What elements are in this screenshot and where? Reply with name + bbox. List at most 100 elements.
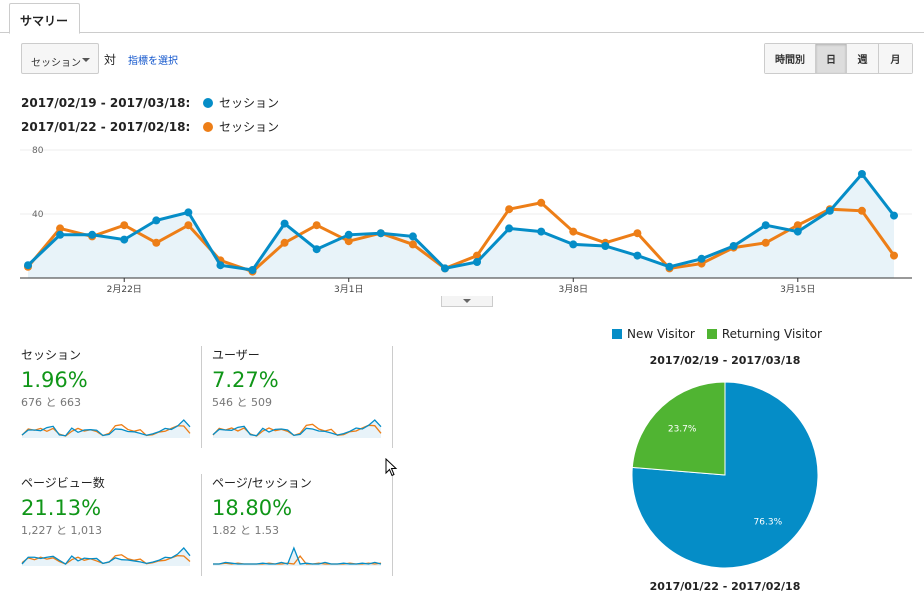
data-point (56, 224, 65, 233)
metric-title: ページビュー数 (21, 476, 105, 490)
period-hourly-button[interactable]: 時間別 (765, 44, 815, 73)
data-point (408, 232, 417, 241)
data-point (697, 254, 706, 263)
sparkline-area (22, 548, 190, 566)
data-point (473, 258, 482, 266)
card-divider (201, 474, 202, 576)
data-point (344, 237, 353, 246)
x-tick-label: 2月22日 (107, 284, 142, 295)
legend-swatch (612, 329, 622, 339)
card-divider (392, 346, 393, 448)
data-point (280, 219, 289, 228)
data-point (184, 221, 193, 230)
data-point (665, 262, 674, 271)
chevron-down-icon (82, 58, 90, 62)
data-point (793, 227, 802, 236)
x-tick-label: 3月15日 (780, 284, 815, 295)
series-line (26, 171, 896, 272)
data-point (761, 221, 770, 230)
data-point (312, 221, 321, 230)
sparkline-area (22, 420, 190, 438)
data-point (825, 206, 834, 215)
data-point (280, 238, 289, 247)
data-point (505, 224, 514, 233)
y-tick-label: 80 (32, 146, 44, 156)
data-point (440, 264, 449, 273)
data-point (120, 235, 129, 244)
period-month-button[interactable]: 月 (878, 44, 912, 73)
sparkline-area (213, 420, 381, 438)
data-point (408, 240, 417, 249)
pie-slice-label: 23.7% (668, 424, 697, 434)
sparkline (213, 546, 382, 566)
sparkline-current (212, 419, 382, 437)
data-point (537, 198, 546, 207)
data-point (729, 242, 738, 250)
legend-previous: 2017/01/22 - 2017/02/18: セッション (21, 118, 279, 135)
data-point (890, 211, 898, 220)
chart-resize-handle[interactable] (441, 296, 493, 307)
pie-slice (631, 381, 726, 476)
mouse-cursor-icon (385, 458, 398, 477)
metric-card-users[interactable]: ユーザー 7.27% 546 と 509 (212, 346, 392, 456)
data-point (569, 240, 578, 249)
metric-card-sessions[interactable]: セッション 1.96% 676 と 663 (21, 346, 201, 456)
data-point (216, 261, 225, 270)
period-toggle: 時間別 日 週 月 (764, 43, 913, 74)
data-point (857, 206, 866, 215)
x-tick-label: 3月1日 (334, 284, 363, 295)
period-week-button[interactable]: 週 (846, 44, 878, 73)
data-point (88, 230, 97, 239)
sparkline-current (21, 547, 191, 565)
data-point (601, 242, 610, 250)
legend-metric: セッション (219, 120, 280, 134)
metric-change: 18.80% (212, 496, 293, 520)
data-point (505, 205, 514, 214)
data-point (633, 251, 642, 260)
metric-select[interactable]: セッション (21, 43, 99, 74)
legend-returning-visitor: Returning Visitor (721, 327, 822, 341)
metric-comparison: 676 と 663 (21, 396, 81, 409)
visitor-pie-chart: 76.3% 23.7% (631, 381, 819, 569)
x-tick-label: 3月8日 (559, 284, 588, 295)
choose-metric-link[interactable]: 指標を選択 (128, 56, 178, 67)
legend-new-visitor: New Visitor (627, 327, 695, 341)
pie-legend: New Visitor Returning Visitor (612, 327, 822, 341)
pie-slice (631, 381, 819, 569)
data-point (633, 229, 642, 238)
sparkline (212, 419, 382, 438)
metric-comparison: 546 と 509 (212, 396, 272, 409)
vs-label: 対 (104, 53, 117, 67)
metric-title: セッション (21, 348, 82, 362)
data-point (312, 245, 321, 254)
metric-change: 1.96% (21, 368, 88, 392)
data-point (248, 266, 257, 274)
card-divider (392, 474, 393, 576)
metric-change: 21.13% (21, 496, 102, 520)
data-point (537, 227, 546, 236)
pie-title-current: 2017/02/19 - 2017/03/18 (649, 354, 801, 367)
sparkline-current (213, 546, 382, 565)
metric-card-pageviews[interactable]: ページビュー数 21.13% 1,227 と 1,013 (21, 474, 201, 584)
tab-summary[interactable]: サマリー (9, 3, 80, 34)
data-point (120, 221, 129, 230)
card-divider (201, 346, 202, 448)
data-point (890, 251, 898, 260)
metric-change: 7.27% (212, 368, 279, 392)
legend-range: 2017/02/19 - 2017/03/18: (21, 95, 191, 110)
y-tick-label: 40 (32, 210, 44, 220)
data-point (857, 170, 866, 178)
metric-card-pages-per-session[interactable]: ページ/セッション 18.80% 1.82 と 1.53 (212, 474, 392, 584)
metric-comparison: 1,227 と 1,013 (21, 524, 102, 537)
legend-current: 2017/02/19 - 2017/03/18: セッション (21, 94, 279, 111)
metric-comparison: 1.82 と 1.53 (212, 524, 279, 537)
series-dot-icon (203, 121, 213, 132)
period-day-button[interactable]: 日 (815, 44, 846, 73)
data-point (761, 238, 770, 247)
metric-select-label: セッション (31, 58, 81, 69)
data-point (184, 208, 193, 217)
data-point (24, 261, 32, 270)
series-line (26, 201, 896, 274)
data-point (344, 230, 353, 239)
legend-swatch (706, 329, 717, 339)
